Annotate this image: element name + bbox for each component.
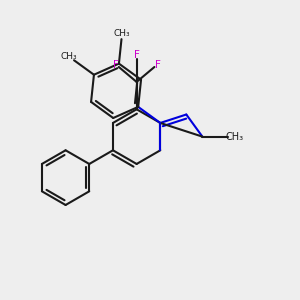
Text: CH₃: CH₃ [114, 29, 130, 38]
Text: F: F [155, 61, 161, 70]
Text: F: F [113, 61, 118, 70]
Text: CH₃: CH₃ [61, 52, 77, 61]
Text: CH₃: CH₃ [226, 132, 244, 142]
Text: F: F [134, 50, 140, 60]
